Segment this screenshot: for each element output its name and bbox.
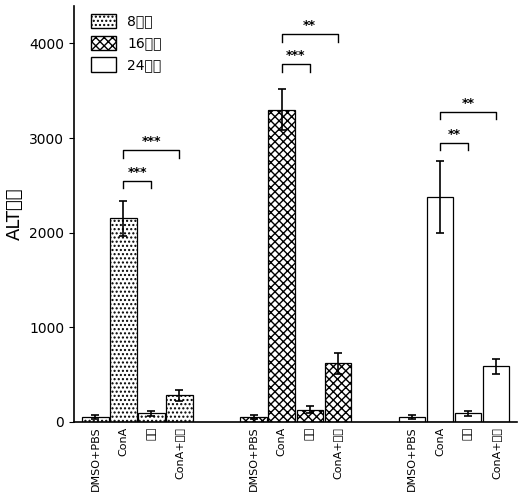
Legend: 8小时, 16小时, 24小时: 8小时, 16小时, 24小时 — [85, 8, 167, 78]
Text: **: ** — [303, 19, 316, 32]
Bar — [166, 396, 192, 422]
Bar — [297, 410, 323, 422]
Y-axis label: ALT活性: ALT活性 — [6, 187, 24, 240]
Text: **: ** — [461, 96, 474, 110]
Bar — [483, 366, 509, 422]
Bar — [427, 197, 453, 422]
Bar — [82, 417, 109, 422]
Bar — [138, 414, 165, 422]
Text: ***: *** — [142, 136, 161, 149]
Bar — [241, 417, 267, 422]
Bar — [268, 110, 295, 422]
Bar — [455, 414, 481, 422]
Text: **: ** — [448, 128, 460, 141]
Text: ***: *** — [286, 49, 305, 62]
Bar — [325, 363, 351, 422]
Text: ***: *** — [128, 166, 147, 179]
Bar — [399, 417, 425, 422]
Bar — [110, 219, 137, 422]
